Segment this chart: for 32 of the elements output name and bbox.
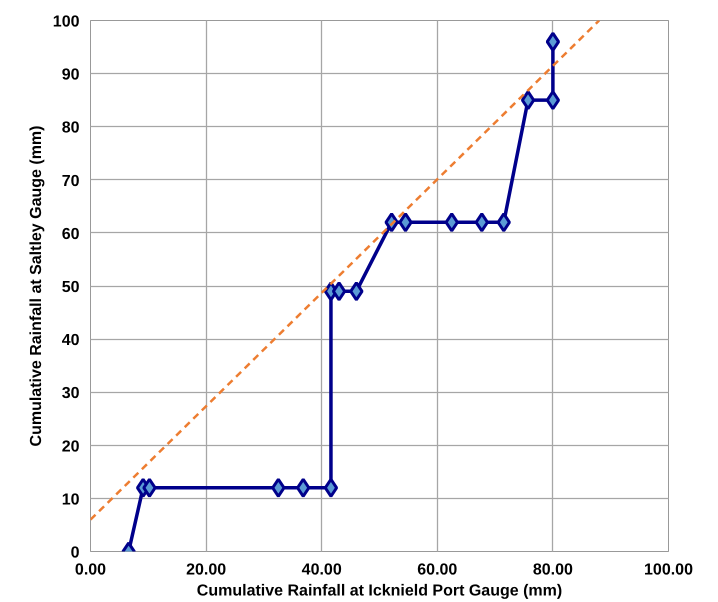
- y-tick-label: 100: [52, 14, 80, 30]
- y-tick-label: 80: [62, 120, 80, 137]
- y-tick-label: 10: [62, 491, 80, 508]
- y-tick-label: 50: [62, 279, 80, 296]
- y-tick-label: 90: [62, 66, 80, 84]
- x-tick-label: 20.00: [186, 562, 226, 578]
- point: [296, 478, 310, 498]
- y-tick-label: 40: [62, 332, 80, 350]
- y-tick-label: 30: [62, 385, 80, 402]
- x-tick-label: 40.00: [302, 562, 342, 578]
- point: [496, 212, 511, 232]
- x-axis-title: Cumulative Rainfall at Icknield Port Gauge (mm): [196, 582, 562, 600]
- point: [324, 478, 338, 498]
- point: [398, 212, 413, 232]
- y-tick-label: 60: [62, 226, 80, 243]
- x-tick-label: 60.00: [417, 562, 458, 578]
- point: [332, 281, 346, 302]
- x-tick-label: 0.00: [74, 562, 106, 578]
- y-axis-title: Cumulative Rainfall at Saltley Gauge (mm): [28, 126, 45, 446]
- point: [142, 478, 157, 498]
- point: [546, 32, 560, 52]
- y-tick-label: 0: [70, 544, 80, 562]
- point: [349, 281, 364, 302]
- y-tick-label: 70: [62, 172, 80, 190]
- point: [520, 90, 536, 110]
- point: [444, 212, 459, 232]
- x-tick-label: 80.00: [532, 562, 574, 578]
- point: [271, 478, 286, 498]
- point: [546, 90, 560, 110]
- point: [474, 212, 489, 232]
- x-tick-label: 100.00: [644, 562, 694, 578]
- y-tick-label: 20: [62, 438, 80, 456]
